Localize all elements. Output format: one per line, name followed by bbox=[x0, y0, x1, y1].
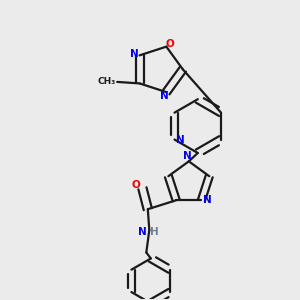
Text: N: N bbox=[160, 91, 168, 101]
Text: H: H bbox=[150, 226, 159, 237]
Text: N: N bbox=[138, 226, 147, 237]
Text: CH₃: CH₃ bbox=[98, 76, 116, 85]
Text: N: N bbox=[203, 195, 212, 205]
Text: O: O bbox=[131, 180, 140, 190]
Text: N: N bbox=[130, 49, 139, 59]
Text: O: O bbox=[166, 39, 174, 49]
Text: N: N bbox=[176, 134, 184, 145]
Text: N: N bbox=[183, 151, 192, 161]
